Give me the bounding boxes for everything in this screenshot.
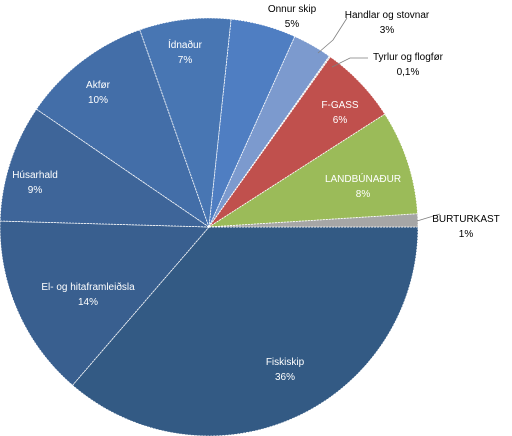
slice-labels: Fiskiskip 36% El- og hitaframleiðsla 14% Hús…	[12, 4, 500, 383]
leader-line-burturkast	[416, 213, 441, 222]
leader-lines	[317, 17, 441, 222]
leader-line-tyrlur-og-flogf-r	[331, 57, 368, 68]
slice-value-landbuna-ur: 8%	[356, 189, 371, 200]
slice-label-husarhald: Húsarhald	[12, 170, 58, 181]
slice-label-landbuna-ur: LANDBÚNAÐUR	[325, 172, 401, 185]
slice-value-burturkast: 1%	[459, 229, 474, 240]
pie-slice-landbuna-ur	[207, 113, 419, 228]
slice-label-tyrlur-og-flogf-r: Tyrlur og flogfør	[373, 52, 444, 63]
slice-label-burturkast: BURTURKAST	[432, 214, 500, 225]
slice-value-idna-ur: 7%	[178, 55, 193, 66]
pie-slice-f-gass	[208, 56, 386, 228]
slice-value-tyrlur-og-flogf-r: 0,1%	[397, 67, 420, 78]
slice-label-f-gass: F-GASS	[321, 100, 359, 111]
slice-value-fiskiskip: 36%	[275, 372, 295, 383]
leader-line-handlar-og-stovnar	[317, 17, 348, 54]
pie-slice-fiskiskip	[71, 226, 419, 436]
slice-value-f-gass: 6%	[333, 115, 348, 126]
slice-value-el-og-hitaframlei-sla: 14%	[78, 297, 98, 308]
slice-value-akf-r: 10%	[88, 95, 108, 106]
pie-slice-onnur-skip	[208, 18, 296, 228]
slice-value-husarhald: 9%	[28, 185, 43, 196]
slice-label-handlar-og-stovnar: Handlar og stovnar	[345, 10, 430, 21]
slice-value-handlar-og-stovnar: 3%	[380, 25, 395, 36]
slice-label-fiskiskip: Fiskiskip	[266, 357, 305, 368]
pie-slices	[0, 17, 419, 436]
pie-slice-handlar-og-stovnar	[208, 35, 330, 228]
slice-value-onnur-skip: 5%	[285, 19, 300, 30]
slice-label-idna-ur: Ídnaður	[168, 38, 203, 51]
slice-label-akf-r: Akfør	[86, 80, 111, 91]
slice-label-el-og-hitaframlei-sla: El- og hitaframleiðsla	[41, 281, 135, 293]
pie-slice-akf-r	[35, 29, 210, 229]
pie-slice-el-og-hitaframlei-sla	[0, 220, 210, 386]
pie-slice-husarhald	[0, 108, 211, 228]
pie-slice-burturkast	[208, 213, 419, 228]
slice-label-onnur-skip: Onnur skip	[268, 4, 317, 15]
